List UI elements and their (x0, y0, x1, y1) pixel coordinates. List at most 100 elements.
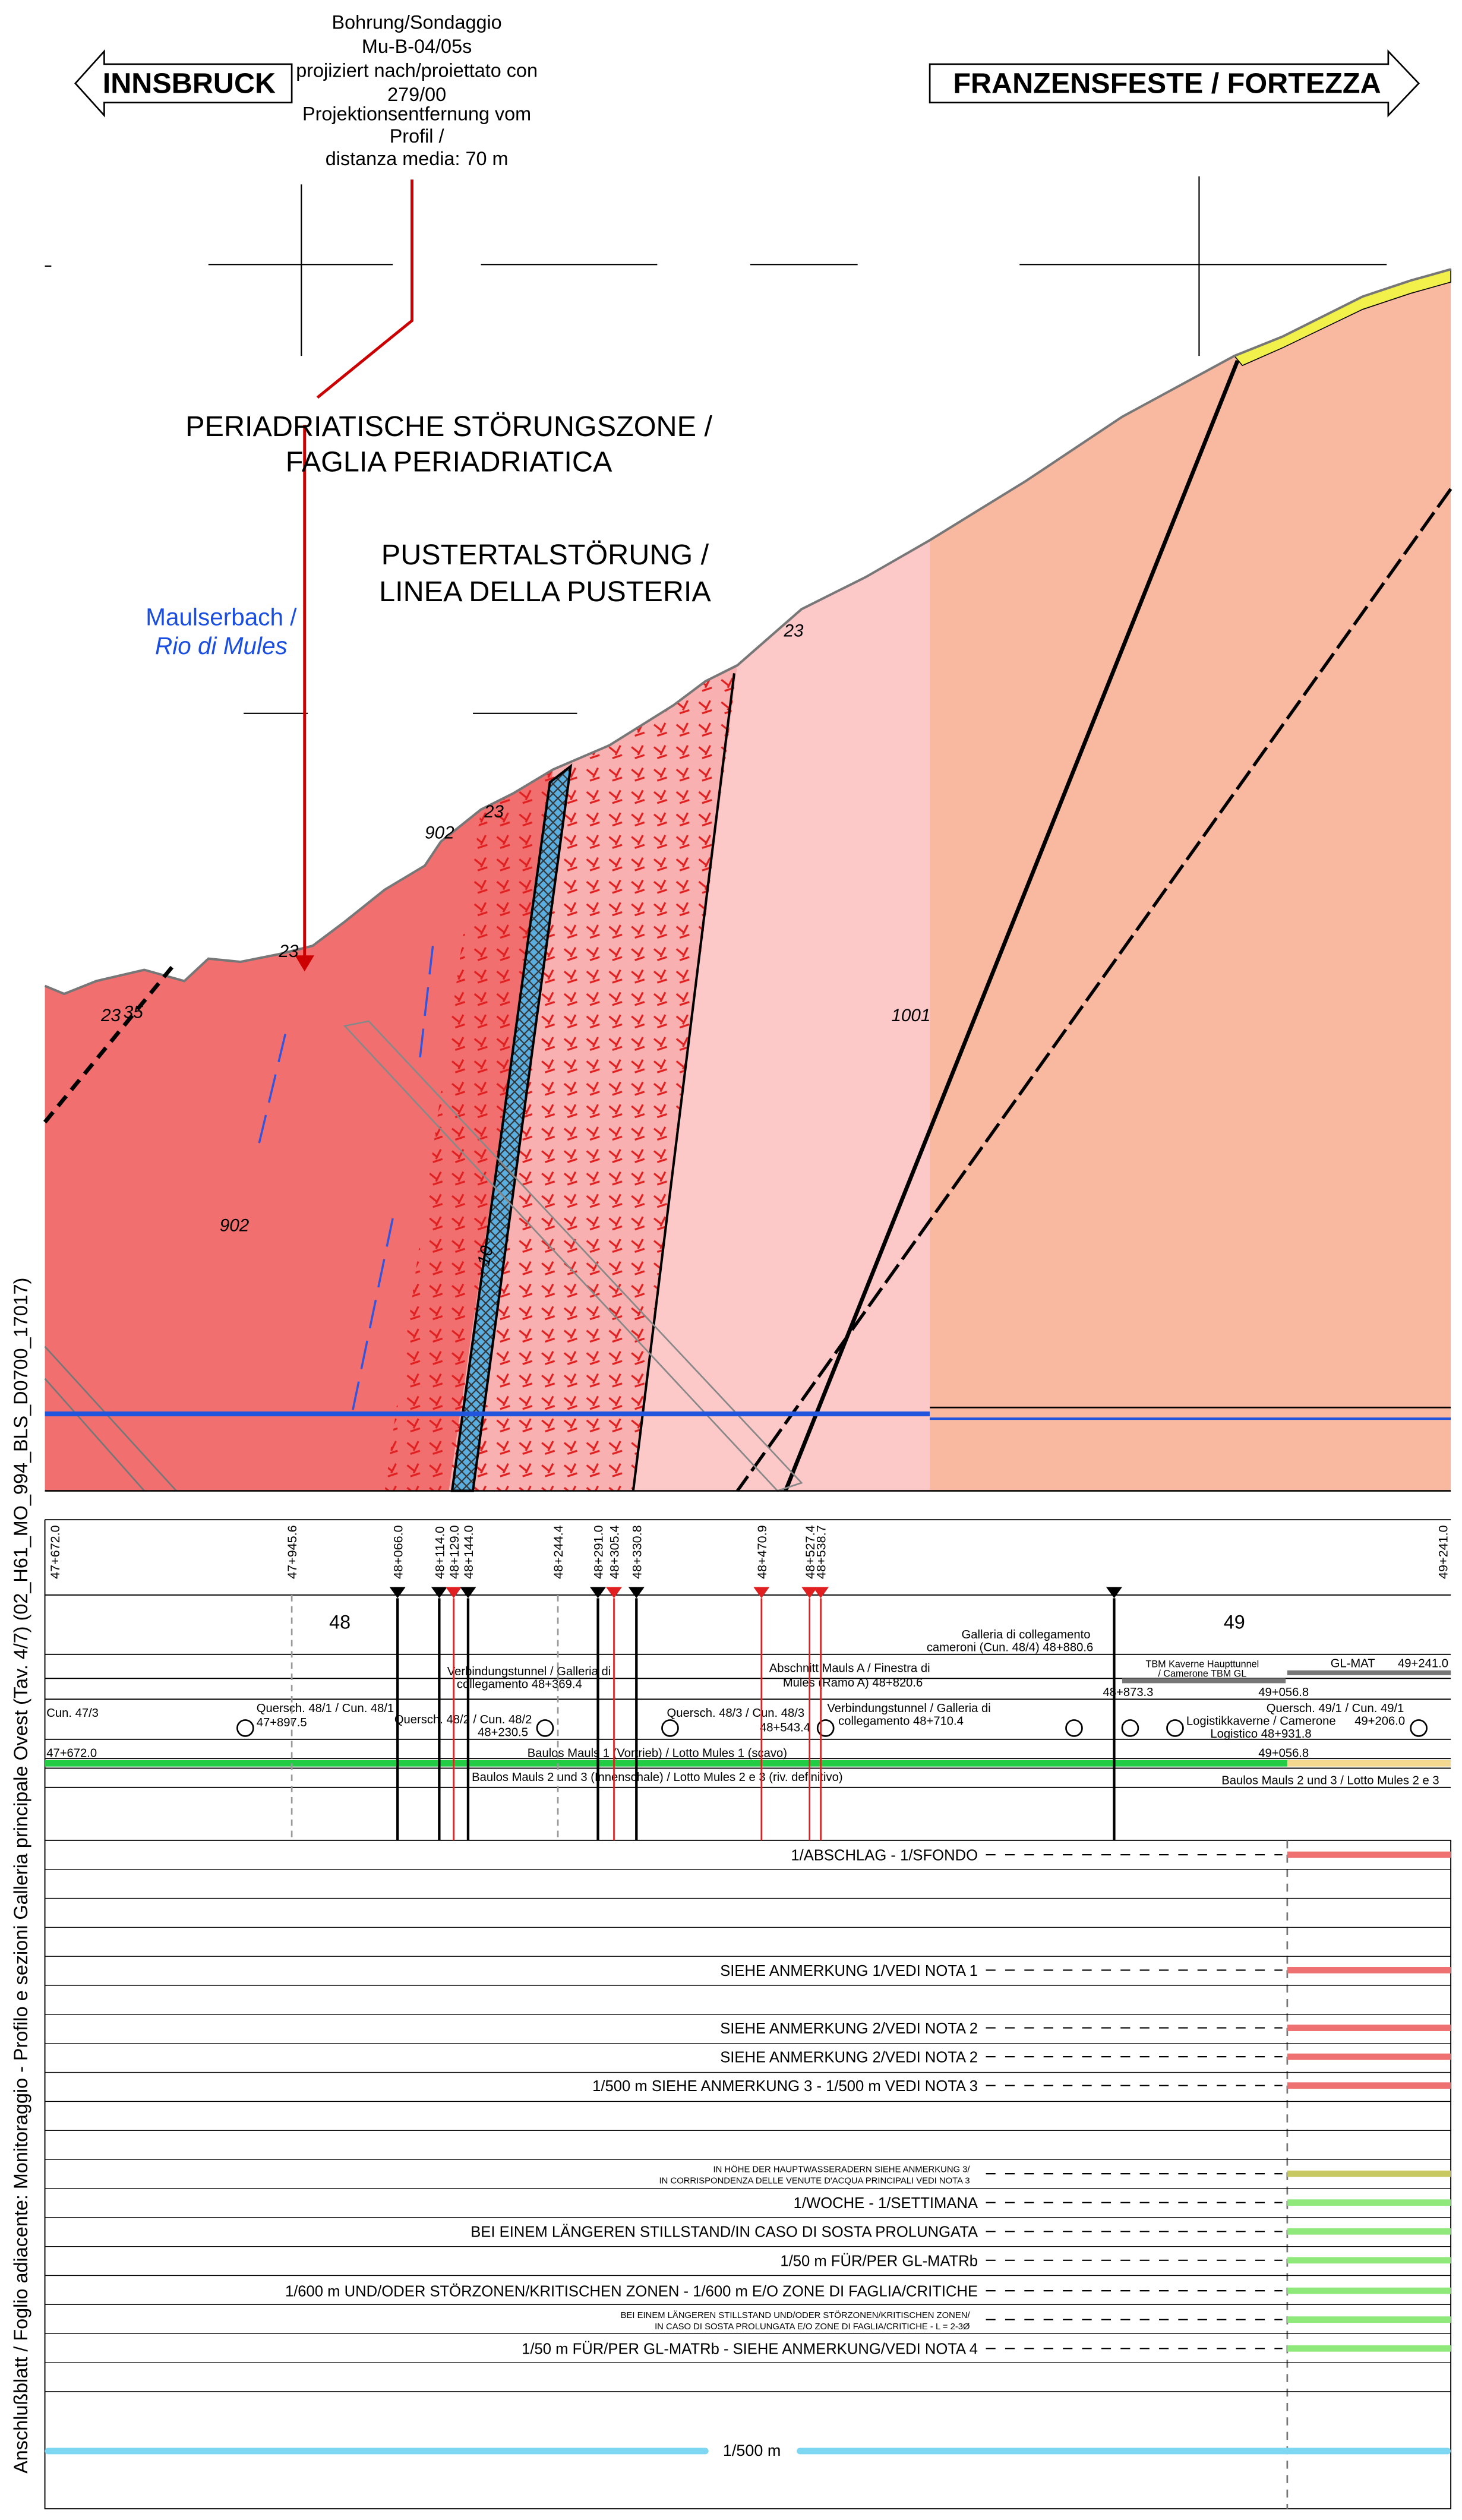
structure-labels: Galleria di collegamento cameroni (Cun. … (46, 1628, 1448, 1788)
station-marker (389, 1587, 406, 1599)
monitoring-label: IN CORRISPONDENZA DELLE VENUTE D'ACQUA P… (659, 2176, 970, 2186)
station-label: 48+144.0 (461, 1525, 476, 1579)
dip-label: 23 (279, 942, 299, 961)
station-label: 47+672.0 (48, 1525, 62, 1579)
interval-bar (797, 2448, 1451, 2455)
station-marker (1106, 1587, 1122, 1599)
frequency-bar (1287, 2228, 1451, 2235)
station-label: 48+538.7 (814, 1525, 829, 1579)
station-label: 49+241.0 (1436, 1525, 1451, 1579)
crossing-symbols (236, 1719, 1428, 1737)
frequency-bar (1287, 2170, 1451, 2177)
structure-label: / Camerone TBM GL (1158, 1669, 1246, 1679)
structure-label: GL-MAT (1331, 1657, 1375, 1670)
structure-label: Verbindungstunnel / Galleria di (827, 1702, 990, 1715)
monitoring-label: 1/ABSCHLAG - 1/SFONDO (791, 1848, 978, 1864)
monitoring-label: BEI EINEM LÄNGEREN STILLSTAND UND/ODER S… (621, 2310, 971, 2320)
fault-label: FAGLIA PERIADRIATICA (286, 446, 612, 478)
arrow-left (74, 49, 293, 118)
terrain (44, 268, 1451, 996)
frequency-bar (1287, 2025, 1451, 2031)
monitoring-label: 1/500 m SIEHE ANMERKUNG 3 - 1/500 m VEDI… (592, 2078, 978, 2095)
frequency-bar (1287, 2053, 1451, 2060)
monitoring-label: 1/WOCHE - 1/SETTIMANA (794, 2195, 978, 2212)
structure-label: 49+241.0 (1398, 1657, 1448, 1670)
station-label: 48+527.4 (803, 1525, 817, 1579)
station-marker (813, 1587, 829, 1599)
structure-label: Verbindungstunnel / Galleria di (447, 1665, 611, 1678)
structure-label: 48+873.3 (1103, 1686, 1154, 1699)
structure-label: 49+206.0 (1354, 1715, 1405, 1728)
stream-label: Maulserbach / (146, 603, 297, 630)
monitoring-label: SIEHE ANMERKUNG 2/VEDI NOTA 2 (720, 2050, 978, 2066)
borehole-line: distanza media: 70 m (326, 148, 509, 169)
borehole-projection (303, 179, 413, 962)
monitoring-table (44, 1839, 1452, 2510)
structure-label: Quersch. 49/1 / Cun. 49/1 (1267, 1702, 1404, 1715)
station-label: 48+114.0 (432, 1526, 447, 1579)
structure-label: Logistikkaverne / Camerone (1186, 1715, 1336, 1728)
structure-label: Baulos Mauls 1 (Vortrieb) / Lotto Mules … (528, 1747, 787, 1760)
structure-label: Mules (Ramo A) 48+820.6 (783, 1676, 923, 1690)
structure-label: Abschnitt Mauls A / Finestra di (769, 1662, 930, 1675)
unit-salmon (930, 269, 1451, 1491)
station-marker (431, 1587, 447, 1599)
structure-label: 49+056.8 (1258, 1686, 1309, 1699)
borehole-note: Bohrung/Sondaggio Mu-B-04/05s projiziert… (296, 12, 538, 169)
station-label: 48+244.4 (551, 1525, 566, 1579)
structure-label: Galleria di collegamento (962, 1628, 1091, 1641)
structure-label: cameroni (Cun. 48/4) 48+880.6 (927, 1641, 1093, 1654)
station-marker (460, 1587, 476, 1599)
structure-label: 47+897.5 (257, 1716, 307, 1729)
monitoring-label: IN CASO DI SOSTA PROLUNGATA E/O ZONE DI … (655, 2322, 970, 2332)
frequency-bar (1287, 1851, 1451, 1858)
km-label: 48 (329, 1612, 350, 1633)
borehole-line: Projektionsentfernung vom (302, 103, 531, 124)
station-marker (606, 1587, 623, 1599)
interval-bar (45, 2448, 709, 2455)
unit-hatch-pattern (384, 769, 553, 1491)
structure-label: 48+230.5 (478, 1726, 528, 1739)
station-label: 47+945.6 (285, 1525, 299, 1579)
structure-label: Quersch. 48/3 / Cun. 48/3 (667, 1707, 805, 1720)
fault-label: PUSTERTALSTÖRUNG / (381, 539, 709, 571)
tunnel-outline (343, 1020, 803, 1492)
cavern-bar (1287, 1670, 1451, 1675)
arrow-right (929, 49, 1420, 118)
stream-label: Rio di Mules (155, 632, 288, 659)
structure-label: 49+056.8 (1258, 1747, 1309, 1760)
structure-label: Quersch. 48/2 / Cun. 48/2 (394, 1713, 532, 1726)
dip-label: 35 (124, 1003, 144, 1022)
lot-bar (45, 1760, 1287, 1767)
borehole-line: Mu-B-04/05s (362, 36, 472, 57)
monitoring-label: IN HÖHE DER HAUPTWASSERADERN SIEHE ANMER… (713, 2164, 971, 2174)
bedding (255, 945, 434, 1411)
station-label: 48+291.0 (591, 1525, 606, 1579)
structure-label: 47+672.0 (46, 1747, 97, 1760)
fault-line (43, 960, 178, 1124)
frequency-bar (1287, 2345, 1451, 2352)
station-label: 48+066.0 (390, 1525, 405, 1579)
station-label: 48+305.4 (607, 1525, 622, 1579)
frequency-bar (1287, 2287, 1451, 2294)
direction-left: INNSBRUCK (103, 68, 276, 100)
frequency-bar (1287, 1967, 1451, 1973)
fault-label: LINEA DELLA PUSTERIA (379, 576, 711, 608)
frequency-bar (1287, 2257, 1451, 2264)
unit-label: 10 (474, 1244, 497, 1268)
structure-label: Quersch. 48/1 / Cun. 48/1 (257, 1702, 394, 1715)
station-marker (753, 1587, 770, 1599)
unit-label: 902 (220, 1215, 250, 1235)
station-marker (628, 1587, 645, 1599)
borehole-marker (295, 955, 314, 972)
dip-label: 23 (100, 1006, 121, 1025)
side-note: Anschlußblatt / Foglio adiacente: Monito… (10, 1278, 31, 2474)
fault-line (784, 359, 1240, 1492)
frequency-bar (1287, 2199, 1451, 2206)
monitoring-label: 1/50 m FÜR/PER GL-MATRb - SIEHE ANMERKUN… (522, 2341, 978, 2358)
monitoring-label: 1/50 m FÜR/PER GL-MATRb (780, 2253, 978, 2269)
monitoring-label: SIEHE ANMERKUNG 2/VEDI NOTA 2 (720, 2020, 978, 2037)
frequency-bar (1287, 2082, 1451, 2089)
borehole-line: Bohrung/Sondaggio (331, 12, 501, 33)
